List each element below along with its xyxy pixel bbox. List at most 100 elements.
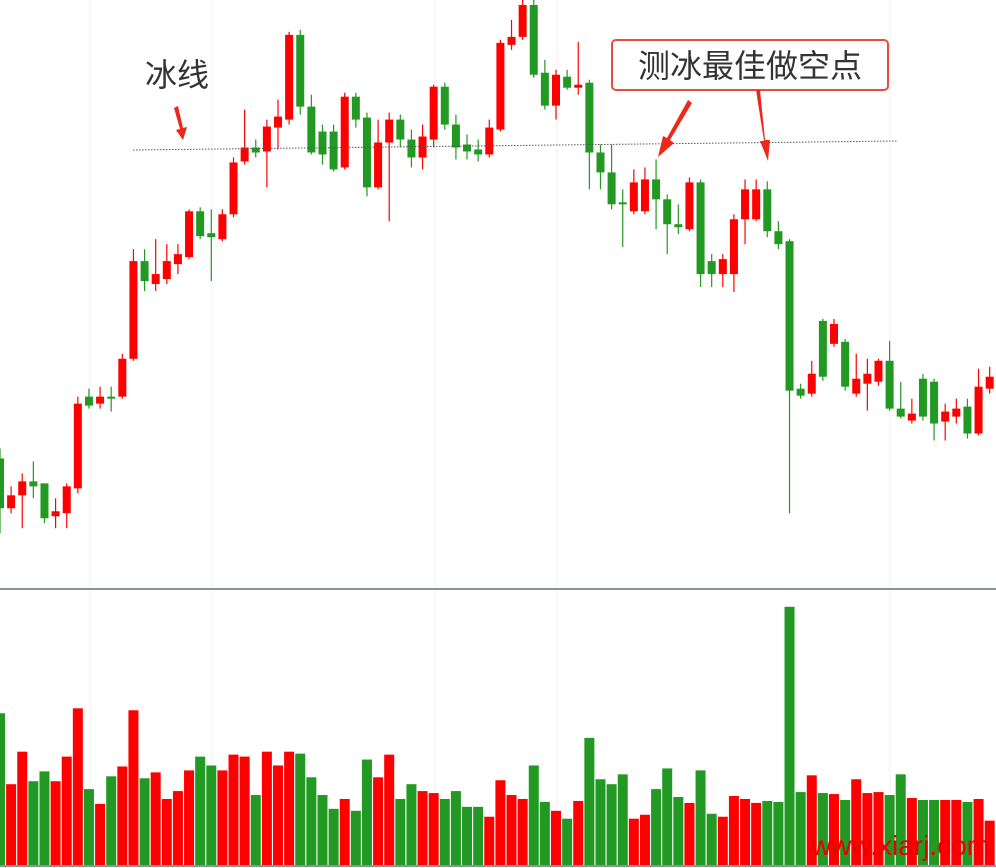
candles xyxy=(0,0,994,534)
volume-bar xyxy=(184,770,195,866)
volume-bar xyxy=(951,799,962,866)
candle-body xyxy=(418,136,427,158)
candle-body xyxy=(718,259,727,275)
volume-bar xyxy=(473,806,484,866)
candle-body xyxy=(607,172,616,205)
volume-bar xyxy=(740,798,751,866)
volume-bar xyxy=(684,802,695,866)
volume-bar xyxy=(873,792,884,866)
candle-body xyxy=(707,261,716,275)
candle-body xyxy=(574,84,583,88)
volume-bar xyxy=(172,791,183,866)
volume-bar xyxy=(551,810,561,866)
volume-bar xyxy=(83,789,94,866)
volume-bar xyxy=(395,798,406,866)
candle-body xyxy=(218,214,227,240)
volume-bar xyxy=(795,792,806,866)
candle-body xyxy=(151,274,160,285)
candle-body xyxy=(696,182,705,275)
candle-body xyxy=(529,4,538,75)
candle-body xyxy=(107,396,116,399)
volume-bar xyxy=(595,779,606,866)
candle-body xyxy=(796,388,805,396)
volume-bar xyxy=(195,756,206,866)
volume-bar xyxy=(361,759,372,866)
candle-body xyxy=(952,408,961,417)
volume-bar xyxy=(261,751,272,866)
candle-body xyxy=(51,511,60,517)
arrow xyxy=(174,106,187,140)
volume-bar xyxy=(50,781,61,866)
volume-bar xyxy=(373,777,384,866)
volume-bar xyxy=(528,765,539,866)
candle-body xyxy=(274,116,282,128)
volume-bar xyxy=(428,793,439,866)
candle-body xyxy=(451,124,460,148)
watermark: www.xiarj.com xyxy=(810,830,990,861)
volume-bar xyxy=(562,818,573,866)
volume-bar xyxy=(584,737,595,866)
volume-bar xyxy=(606,784,617,866)
candle-body xyxy=(485,127,494,155)
candle-body xyxy=(885,360,894,409)
volume-bar xyxy=(651,789,662,866)
candle-body xyxy=(96,396,105,404)
candle-body xyxy=(741,189,750,220)
candle-body xyxy=(674,224,683,228)
candle-body xyxy=(729,219,738,275)
volume-bar xyxy=(773,801,784,866)
volume-bar xyxy=(6,784,17,866)
volume-bar xyxy=(851,779,862,866)
volume-bar xyxy=(706,813,717,866)
volume-bar xyxy=(806,775,817,866)
candle-body xyxy=(40,483,49,519)
volume-bar xyxy=(161,798,172,866)
volume-bar xyxy=(717,816,728,866)
ice-line-label: 冰线 xyxy=(145,56,209,94)
volume-bar xyxy=(95,803,106,866)
volume-bar xyxy=(662,768,673,866)
volume-bar xyxy=(973,798,984,866)
volume-bar xyxy=(61,756,72,866)
volume-bar xyxy=(962,801,973,866)
candle-body xyxy=(129,261,138,359)
candle-body xyxy=(863,373,872,384)
candle-body xyxy=(340,96,349,168)
annotation-text: 测冰最佳做空点 xyxy=(638,47,862,85)
volume-bar xyxy=(117,766,128,866)
volume-bar xyxy=(484,816,495,866)
candle-body xyxy=(396,119,405,140)
candle-body xyxy=(185,211,194,258)
volume-bar xyxy=(306,777,317,866)
volume-bar xyxy=(417,791,428,866)
candle-body xyxy=(0,458,4,509)
volume-bar xyxy=(72,708,83,866)
volume-bar xyxy=(450,791,461,866)
volume-bar xyxy=(862,793,873,866)
volume-bar xyxy=(239,756,250,866)
volume-bar xyxy=(328,808,339,866)
candle-body xyxy=(329,131,338,170)
candle-body xyxy=(251,147,260,153)
candle-body xyxy=(62,486,71,514)
volume-bar xyxy=(929,799,940,866)
candle-body xyxy=(818,320,827,377)
volume-bar xyxy=(695,770,706,866)
candle-body xyxy=(985,376,994,389)
candle-body xyxy=(841,341,850,387)
candle-body xyxy=(785,241,794,391)
volume-bar xyxy=(917,799,928,866)
candle-body xyxy=(563,76,572,88)
volume-bar xyxy=(628,818,639,866)
candle-body xyxy=(585,82,594,153)
candle-body xyxy=(930,381,939,424)
candle-body xyxy=(552,74,560,106)
volume-bar xyxy=(817,793,828,866)
arrows xyxy=(658,90,770,161)
volume-bar xyxy=(506,795,517,866)
candle-body xyxy=(7,495,16,509)
candle-body xyxy=(362,117,371,188)
candle-body xyxy=(29,481,38,487)
candle-body xyxy=(262,126,271,152)
candle-body xyxy=(652,179,661,200)
